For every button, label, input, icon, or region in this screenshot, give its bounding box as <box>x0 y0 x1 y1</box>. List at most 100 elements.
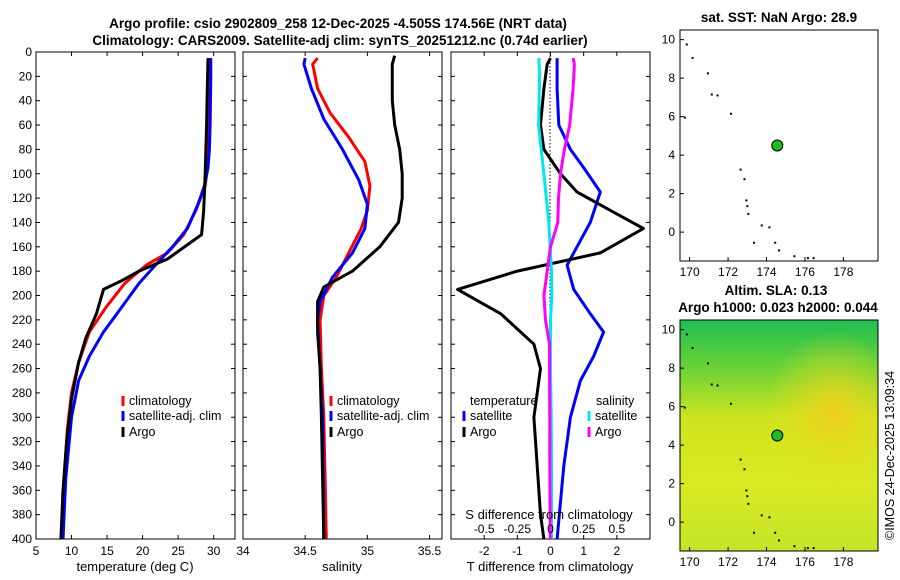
temperature-legend: climatology satellite-adj. clim Argo <box>121 394 221 439</box>
y-tick-label: 2 <box>668 187 675 201</box>
y-tick-label: 340 <box>12 459 32 473</box>
island-outline <box>710 383 713 386</box>
legend-argo: Argo <box>129 425 155 439</box>
island-outline <box>760 514 763 517</box>
y-tick-label: 180 <box>12 264 32 278</box>
y-tick-label: 400 <box>12 532 32 546</box>
island-outline <box>747 212 750 215</box>
island-outline <box>743 468 746 471</box>
x-tick-label: 178 <box>833 555 853 569</box>
island-outline <box>778 249 781 252</box>
island-outline <box>745 489 748 492</box>
island-outline <box>745 199 748 202</box>
island-outline <box>768 226 771 229</box>
y-tick-label: 20 <box>19 69 33 83</box>
x-tick-label: 35 <box>361 544 375 558</box>
y-tick-label: 10 <box>662 323 676 337</box>
island-outline <box>812 257 815 260</box>
island-outline <box>746 495 749 498</box>
legend-satellite-adj: satellite-adj. clim <box>337 409 429 423</box>
y-tick-label: 280 <box>12 386 32 400</box>
island-outline <box>747 502 750 505</box>
diff-xlabel: T difference from climatology <box>467 559 634 574</box>
island-outline <box>774 531 777 534</box>
island-outline <box>706 362 709 365</box>
x-tick-label: 0 <box>547 544 554 558</box>
series-line-climatology <box>61 58 211 539</box>
legend-climatology: climatology <box>337 394 400 408</box>
salinity-panel: 34 34.5 35 35.5 salinity climatology satell… <box>236 51 443 574</box>
x-tick-label: 34.5 <box>294 544 318 558</box>
island-outline <box>806 547 809 550</box>
island-outline <box>778 539 781 542</box>
x2-tick-label: 0.25 <box>572 522 596 536</box>
y-tick-label: 6 <box>668 110 675 124</box>
island-outline <box>706 72 709 75</box>
sst-map-panel: sat. SST: NaN Argo: 28.9 170 172 174 176 178… <box>662 10 879 279</box>
legend-title-temperature: temperature <box>470 394 537 408</box>
island-outline <box>685 43 688 46</box>
island-outline <box>685 333 688 336</box>
x-tick-label: 174 <box>756 555 776 569</box>
sla-map-subtitle: Argo h1000: 0.023 h2000: 0.044 <box>678 300 878 315</box>
x-tick-label: 15 <box>100 544 114 558</box>
sla-map-title: Altim. SLA: 0.13 <box>725 283 828 298</box>
legend-t-satellite: satellite <box>470 409 512 423</box>
x-tick-label: 35.5 <box>418 544 442 558</box>
y-tick-label: 8 <box>668 361 675 375</box>
legend-climatology: climatology <box>129 394 192 408</box>
y-tick-label: 140 <box>12 215 32 229</box>
figure-title-line2: Climatology: CARS2009. Satellite-adj cli… <box>92 33 587 48</box>
salinity-xlabel: salinity <box>322 559 362 574</box>
y-tick-label: 200 <box>12 289 32 303</box>
series-line-argo <box>316 55 404 539</box>
sla-map-panel: Altim. SLA: 0.13 Argo h1000: 0.023 h2000… <box>662 283 879 569</box>
x-tick-label: 2 <box>613 544 620 558</box>
series-line-satellite-adj-clim <box>302 57 369 539</box>
difference-legend: temperature salinity satellite Argo sate… <box>462 394 637 439</box>
series-line-salinity-argo <box>542 57 576 539</box>
island-outline <box>729 402 732 405</box>
island-outline <box>793 255 796 258</box>
x-tick-label: 178 <box>833 265 853 279</box>
island-outline <box>683 406 686 409</box>
island-outline <box>716 384 719 387</box>
x-tick-label: 20 <box>136 544 150 558</box>
temperature-panel: 0 20 40 60 80 100 120 140 160 180 200 220 240 260 280 3… <box>12 45 236 574</box>
island-outline <box>710 93 713 96</box>
x-tick-label: 176 <box>795 265 815 279</box>
difference-panel: -2 -1 0 1 2 T difference from climatology S … <box>450 51 651 574</box>
y-tick-label: 300 <box>12 410 32 424</box>
island-outline <box>729 112 732 115</box>
x-tick-label: -2 <box>479 544 490 558</box>
y-tick-label: 380 <box>12 508 32 522</box>
y-tick-label: 220 <box>12 313 32 327</box>
salinity-legend: climatology satellite-adj. clim Argo <box>329 394 429 439</box>
legend-title-salinity: salinity <box>596 394 635 408</box>
x-tick-label: 30 <box>207 544 221 558</box>
y-tick-label: 160 <box>12 240 32 254</box>
x-tick-label: 176 <box>795 555 815 569</box>
x2-tick-label: 0.5 <box>608 522 625 536</box>
y-tick-label: 0 <box>668 225 675 239</box>
x-tick-label: 170 <box>680 555 700 569</box>
legend-s-satellite: satellite <box>595 409 637 423</box>
island-outline <box>691 346 694 349</box>
y-tick-label: 320 <box>12 435 32 449</box>
sst-map-title: sat. SST: NaN Argo: 28.9 <box>701 10 857 25</box>
temperature-xlabel: temperature (deg C) <box>76 559 193 574</box>
x2-tick-label: -0.25 <box>504 522 532 536</box>
island-outline <box>753 531 756 534</box>
y-tick-label: 4 <box>668 148 675 162</box>
x2-tick-label: 0 <box>547 522 554 536</box>
x2-tick-label: -0.5 <box>474 522 495 536</box>
y-tick-label: 120 <box>12 191 32 205</box>
argo-float-marker <box>771 429 784 442</box>
island-outline <box>806 257 809 260</box>
y-tick-label: 260 <box>12 362 32 376</box>
y-tick-label: 240 <box>12 337 32 351</box>
x-tick-label: 170 <box>680 265 700 279</box>
island-outline <box>739 458 742 461</box>
diff-x2label: S difference from climatology <box>465 507 633 522</box>
